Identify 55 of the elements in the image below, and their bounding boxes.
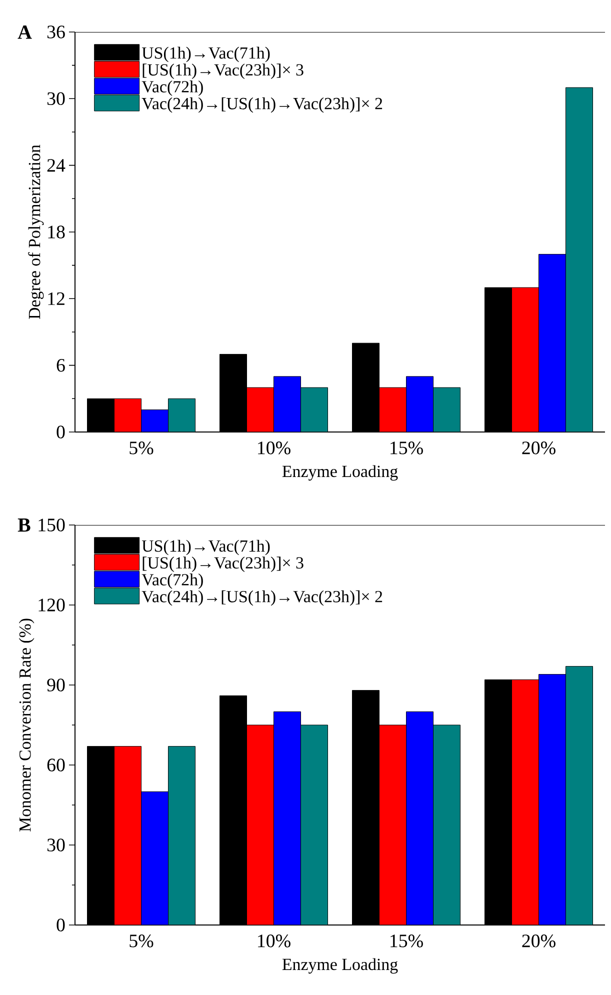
bar [566,666,594,925]
x-axis-title: Enzyme Loading [282,465,398,481]
y-tick-label: 6 [56,358,65,372]
legend-label: Vac(72h) [142,80,203,96]
bar [141,791,168,925]
legend-label: [US(1h)→Vac(23h)]× 3 [142,64,304,80]
bar [300,724,328,925]
bar [433,724,460,925]
x-tick-label: 20% [522,934,556,948]
bar [538,254,566,432]
y-tick-label: 120 [38,598,65,612]
y-tick-label: 90 [47,678,65,692]
y-tick-label: 30 [47,92,65,106]
legend-label: Vac(72h) [142,574,203,589]
y-tick-label: 24 [47,159,66,172]
bar [141,410,168,432]
bar [512,679,539,925]
legend-label: [US(1h)→Vac(23h)]× 3 [142,556,304,572]
legend-label: US(1h)→Vac(71h) [142,46,270,62]
y-tick-label: 36 [47,26,65,38]
y-axis-title: Monomer Conversion Rate (%) [18,618,34,832]
y-tick-label: 150 [38,518,65,532]
y-tick-label: 18 [48,226,65,238]
bar [406,711,434,925]
x-tick-label: 10% [258,934,290,948]
legend-label: Vac(24h)→[US(1h)→Vac(23h)]× 2 [142,590,382,606]
x-tick-label: 15% [390,442,423,454]
bar [538,674,566,925]
y-tick-label: 12 [48,292,64,305]
bar [274,711,301,925]
y-axis-title: Degree of Polymerization [28,144,44,319]
y-tick-label: 0 [56,426,65,438]
bar [168,398,196,432]
bar [379,724,406,925]
y-tick-label: 30 [47,838,65,852]
bar [274,376,301,432]
bar [168,746,196,925]
bar [300,387,328,432]
x-tick-label: 10% [258,442,290,454]
bar [246,724,274,925]
bar [433,387,460,432]
x-tick-label: 15% [390,934,423,948]
bar [114,746,142,925]
x-axis-title: Enzyme Loading [282,958,398,974]
y-tick-label: 60 [47,758,65,772]
legend-label: Vac(24h)→[US(1h)→Vac(23h)]× 2 [142,97,382,113]
x-tick-label: 5% [130,442,154,454]
y-tick-label: 0 [56,918,65,932]
bar [406,376,434,432]
bar [566,87,594,432]
chart-title: A [18,26,32,39]
x-tick-label: 5% [130,934,154,948]
x-tick-label: 20% [522,442,556,454]
legend-label: US(1h)→Vac(71h) [142,540,270,556]
chart-title: B [18,518,30,532]
